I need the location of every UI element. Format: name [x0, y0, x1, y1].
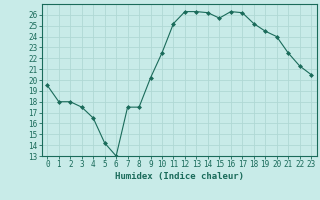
X-axis label: Humidex (Indice chaleur): Humidex (Indice chaleur) — [115, 172, 244, 181]
